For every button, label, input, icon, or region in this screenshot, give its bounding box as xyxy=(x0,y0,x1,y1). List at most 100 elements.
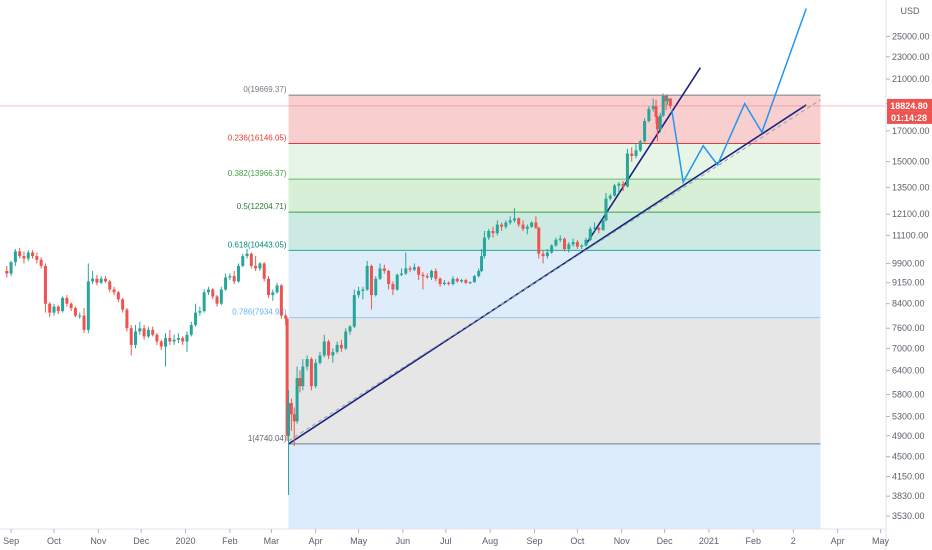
candle-body xyxy=(262,263,266,279)
time-tick-label: Nov xyxy=(90,536,107,546)
candle-body xyxy=(309,359,313,387)
candle-body xyxy=(43,265,47,304)
candle-body xyxy=(584,239,588,246)
time-tick-label: May xyxy=(350,536,368,546)
candle-body xyxy=(241,256,245,266)
projection-polyline[interactable] xyxy=(671,8,807,185)
price-scale-background xyxy=(886,0,932,550)
candle-body xyxy=(172,339,176,342)
candle-body xyxy=(438,278,442,285)
candle-body xyxy=(5,270,9,274)
candle-body xyxy=(512,218,516,221)
candle-body xyxy=(258,263,262,269)
candle-body xyxy=(361,289,365,291)
candle-body xyxy=(232,276,236,282)
candle-body xyxy=(99,278,103,283)
candle-body xyxy=(417,267,421,275)
candle-body xyxy=(482,237,486,257)
time-tick-label: Dec xyxy=(133,536,150,546)
time-tick-label: Feb xyxy=(222,536,238,546)
time-tick-label: 2020 xyxy=(176,536,196,546)
candle-body xyxy=(301,366,305,387)
candle-body xyxy=(541,253,545,257)
candle-body xyxy=(219,289,223,304)
candle-body xyxy=(344,331,348,349)
time-tick-label: Sep xyxy=(3,536,19,546)
candle-body xyxy=(13,251,17,263)
candle-body xyxy=(468,282,472,284)
candle-body xyxy=(504,222,508,227)
price-scale[interactable]: 25000.0023000.0021000.0019000.0017000.00… xyxy=(886,31,930,521)
candle-body xyxy=(295,378,299,422)
candle-body xyxy=(151,329,155,335)
time-tick-label: Mar xyxy=(264,536,280,546)
trendline[interactable] xyxy=(288,104,807,445)
price-scale-unit: USD xyxy=(900,6,920,16)
fib-zone xyxy=(288,317,821,444)
candle-body xyxy=(138,328,142,332)
time-tick-label: Sep xyxy=(526,536,542,546)
candle-body xyxy=(198,311,202,313)
candle-body xyxy=(521,224,525,229)
candle-body xyxy=(348,326,352,332)
candle-body xyxy=(455,278,459,282)
candle-body xyxy=(665,98,669,102)
candle-body xyxy=(245,253,249,257)
price-tick-label: 7000.00 xyxy=(892,343,925,353)
dashed-trendline[interactable] xyxy=(288,99,821,442)
fib-level-label: 0.618(10443.05) xyxy=(228,240,287,249)
candle-body xyxy=(202,292,206,312)
candle-body xyxy=(575,242,579,247)
candle-body xyxy=(285,318,289,436)
time-scale[interactable]: Sep Oct Nov Dec 2020 Feb Mar Apr May Jun Jul Aug Sep… xyxy=(3,529,890,546)
candle-body xyxy=(545,252,549,257)
time-tick-label: 2 xyxy=(791,536,796,546)
candle-body xyxy=(534,222,538,228)
candle-body xyxy=(121,299,125,310)
candle-body xyxy=(525,226,529,229)
bar-countdown: 01:14:28 xyxy=(891,113,927,123)
price-tick-label: 9900.00 xyxy=(892,258,925,268)
price-tick-label: 4500.00 xyxy=(892,452,925,462)
candle-body xyxy=(275,285,279,293)
candle-body xyxy=(331,351,335,356)
candle-body xyxy=(378,268,382,279)
candle-body xyxy=(56,306,60,312)
candle-body xyxy=(146,329,150,337)
candle-body xyxy=(597,227,601,230)
candle-body xyxy=(651,106,655,109)
candle-body xyxy=(194,312,198,326)
candle-body xyxy=(73,308,77,316)
time-tick-label: Jul xyxy=(440,536,452,546)
candle-body xyxy=(185,334,189,342)
candle-body xyxy=(22,256,26,259)
time-tick-label: Oct xyxy=(570,536,585,546)
candle-body xyxy=(580,245,584,247)
candle-body xyxy=(500,224,504,227)
last-price-value: 18824.80 xyxy=(890,101,928,111)
candle-body xyxy=(142,328,146,337)
candle-body xyxy=(554,239,558,246)
time-tick-label: Apr xyxy=(831,536,845,546)
fib-level-label: 0(19669.37) xyxy=(243,85,286,94)
fib-level-label: 1(4740.04) xyxy=(248,434,287,443)
candle-body xyxy=(487,231,491,238)
candle-body xyxy=(249,253,253,266)
fib-zone xyxy=(288,95,821,144)
candle-body xyxy=(61,297,65,312)
candle-body xyxy=(404,268,408,274)
candle-body xyxy=(604,198,608,221)
price-tick-label: 9150.00 xyxy=(892,278,925,288)
projection-path xyxy=(671,8,807,185)
candle-body xyxy=(369,265,373,296)
time-tick-label: 2021 xyxy=(699,536,719,546)
candle-body xyxy=(638,141,642,151)
candle-body xyxy=(236,265,240,282)
candle-body xyxy=(339,344,343,349)
candle-body xyxy=(305,359,309,367)
candle-body xyxy=(391,284,395,290)
candle-body xyxy=(508,220,512,223)
candle-body xyxy=(517,218,521,225)
price-tick-label: 15000.00 xyxy=(892,157,930,167)
candle-body xyxy=(78,315,82,317)
